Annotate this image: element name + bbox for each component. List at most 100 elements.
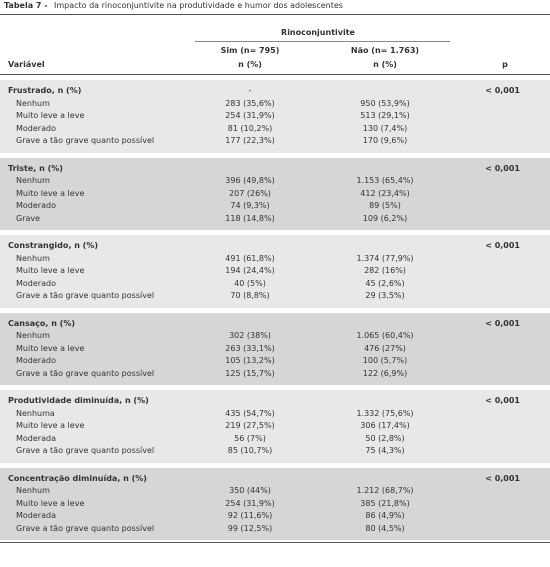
cell-sim: 118 (14,8%) bbox=[225, 213, 275, 223]
cell-sim: 125 (15,7%) bbox=[225, 368, 275, 378]
cell-p: < 0,001 bbox=[485, 86, 520, 95]
group-name: Cansaço, n (%) bbox=[8, 318, 75, 328]
group-name: Produtividade diminuída, n (%) bbox=[8, 396, 149, 405]
cell-sim: 81 (10,2%) bbox=[227, 123, 273, 133]
header-sim: Sim (n= 795) bbox=[220, 46, 280, 55]
cell-nao: 130 (7,4%) bbox=[362, 123, 408, 133]
cell-p: < 0,001 bbox=[485, 241, 520, 250]
cell-sim: - bbox=[248, 86, 252, 95]
row-label: Nenhum bbox=[16, 331, 50, 340]
rule bbox=[195, 41, 450, 42]
cell-sim: 105 (13,2%) bbox=[225, 356, 275, 365]
cell-sim: 350 (44%) bbox=[229, 486, 271, 495]
cell-nao: 100 (5,7%) bbox=[362, 356, 408, 365]
cell-sim: 85 (10,7%) bbox=[227, 446, 273, 455]
row-label: Moderado bbox=[16, 123, 56, 133]
row-label: Grave a tão grave quanto possível bbox=[16, 368, 155, 378]
rule bbox=[0, 74, 550, 75]
cell-nao: 385 (21,8%) bbox=[360, 498, 410, 508]
header-p: p bbox=[502, 60, 508, 69]
header-nao-unit: n (%) bbox=[373, 60, 397, 69]
row-label: Muito leve a leve bbox=[16, 188, 85, 198]
cell-sim: 70 (8,8%) bbox=[230, 291, 270, 300]
cell-sim: 254 (31,9%) bbox=[225, 498, 275, 508]
header-group: Rinoconjuntivite bbox=[281, 28, 355, 37]
row-label: Muito leve a leve bbox=[16, 266, 85, 275]
row-label: Nenhuma bbox=[16, 408, 55, 418]
cell-nao: 412 (23,4%) bbox=[360, 188, 410, 198]
header-variable: Variável bbox=[8, 60, 45, 69]
cell-nao: 45 (2,6%) bbox=[365, 278, 405, 288]
row-label: Grave a tão grave quanto possível bbox=[16, 136, 155, 145]
group-name: Concentração diminuída, n (%) bbox=[8, 473, 147, 483]
group-name: Triste, n (%) bbox=[8, 163, 63, 173]
group-name: Constrangido, n (%) bbox=[8, 241, 99, 250]
cell-sim: 491 (61,8%) bbox=[225, 253, 275, 263]
cell-nao: 1.332 (75,6%) bbox=[356, 408, 414, 418]
row-label: Moderada bbox=[16, 433, 56, 443]
cell-nao: 950 (53,9%) bbox=[360, 98, 410, 108]
group-band bbox=[0, 312, 550, 385]
row-label: Moderado bbox=[16, 356, 56, 365]
cell-p: < 0,001 bbox=[485, 163, 520, 173]
cell-p: < 0,001 bbox=[485, 473, 520, 483]
table-label: Tabela 7 - bbox=[4, 1, 48, 10]
group-band bbox=[0, 157, 550, 230]
row-label: Moderado bbox=[16, 278, 56, 288]
cell-sim: 219 (27,5%) bbox=[225, 421, 275, 430]
row-label: Muito leve a leve bbox=[16, 421, 85, 430]
cell-nao: 306 (17,4%) bbox=[360, 421, 410, 430]
row-label: Muito leve a leve bbox=[16, 111, 85, 120]
row-label: Grave bbox=[16, 213, 41, 223]
group-band bbox=[0, 80, 550, 153]
cell-sim: 254 (31,9%) bbox=[225, 111, 275, 120]
cell-sim: 56 (7%) bbox=[234, 433, 266, 443]
cell-sim: 99 (12,5%) bbox=[227, 523, 273, 533]
row-label: Nenhum bbox=[16, 176, 50, 185]
row-label: Moderada bbox=[16, 511, 56, 520]
cell-nao: 50 (2,8%) bbox=[365, 433, 405, 443]
cell-nao: 109 (6,2%) bbox=[362, 213, 408, 223]
cell-nao: 282 (16%) bbox=[364, 266, 406, 275]
cell-nao: 75 (4,3%) bbox=[365, 446, 405, 455]
cell-nao: 1.065 (60,4%) bbox=[356, 331, 414, 340]
row-label: Grave a tão grave quanto possível bbox=[16, 291, 155, 300]
cell-nao: 1.153 (65,4%) bbox=[356, 176, 414, 185]
cell-nao: 1.212 (68,7%) bbox=[356, 486, 414, 495]
cell-p: < 0,001 bbox=[485, 318, 520, 328]
header-nao: Não (n= 1.763) bbox=[350, 46, 420, 55]
row-label: Muito leve a leve bbox=[16, 343, 85, 353]
cell-sim: 302 (38%) bbox=[229, 331, 271, 340]
cell-sim: 194 (24,4%) bbox=[225, 266, 275, 275]
cell-sim: 40 (5%) bbox=[234, 278, 266, 288]
cell-sim: 396 (49,8%) bbox=[225, 176, 275, 185]
row-label: Nenhum bbox=[16, 253, 50, 263]
table-title: Impacto da rinoconjuntivite na produtivi… bbox=[54, 1, 343, 10]
cell-sim: 263 (33,1%) bbox=[225, 343, 275, 353]
cell-nao: 170 (9,6%) bbox=[362, 136, 408, 145]
row-label: Grave a tão grave quanto possível bbox=[16, 523, 155, 533]
row-label: Muito leve a leve bbox=[16, 498, 85, 508]
row-label: Grave a tão grave quanto possível bbox=[16, 446, 155, 455]
cell-nao: 86 (4,9%) bbox=[365, 511, 405, 520]
group-name: Frustrado, n (%) bbox=[8, 86, 82, 95]
cell-sim: 207 (26%) bbox=[229, 188, 271, 198]
cell-sim: 435 (54,7%) bbox=[225, 408, 275, 418]
cell-nao: 80 (4,5%) bbox=[365, 523, 405, 533]
row-label: Nenhum bbox=[16, 486, 50, 495]
cell-nao: 476 (27%) bbox=[364, 343, 406, 353]
cell-sim: 92 (11,6%) bbox=[227, 511, 273, 520]
cell-nao: 89 (5%) bbox=[369, 201, 401, 210]
cell-p: < 0,001 bbox=[485, 396, 520, 405]
row-label: Nenhum bbox=[16, 98, 50, 108]
group-band bbox=[0, 390, 550, 463]
header-sim-unit: n (%) bbox=[238, 60, 262, 69]
rule bbox=[0, 542, 550, 543]
group-band bbox=[0, 467, 550, 540]
group-band bbox=[0, 235, 550, 308]
cell-nao: 122 (6,9%) bbox=[362, 368, 408, 378]
cell-nao: 1.374 (77,9%) bbox=[356, 253, 414, 263]
cell-nao: 29 (3,5%) bbox=[365, 291, 405, 300]
row-label: Moderado bbox=[16, 201, 56, 210]
